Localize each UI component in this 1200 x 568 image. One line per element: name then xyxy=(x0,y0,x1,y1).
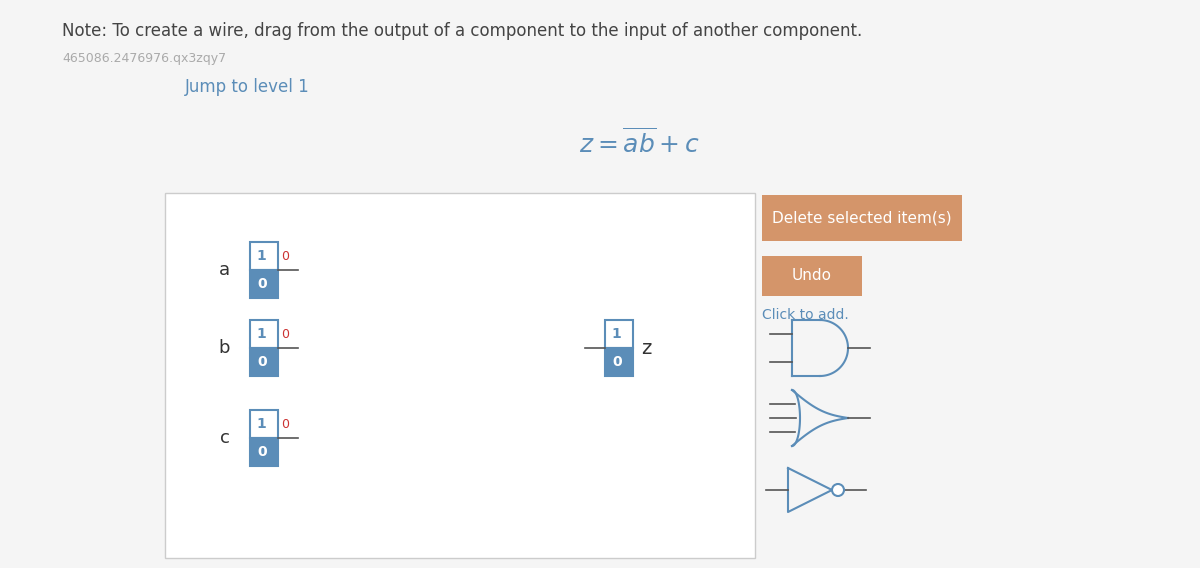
Text: a: a xyxy=(218,261,230,279)
Text: 0: 0 xyxy=(281,328,289,340)
Text: b: b xyxy=(218,339,230,357)
Text: 1: 1 xyxy=(257,249,266,263)
Text: 0: 0 xyxy=(257,445,266,459)
Text: 1: 1 xyxy=(257,417,266,431)
Text: Undo: Undo xyxy=(792,269,832,283)
FancyBboxPatch shape xyxy=(250,348,278,376)
FancyBboxPatch shape xyxy=(250,270,278,298)
Text: Jump to level 1: Jump to level 1 xyxy=(185,78,310,96)
FancyBboxPatch shape xyxy=(166,193,755,558)
FancyBboxPatch shape xyxy=(605,348,634,376)
Text: c: c xyxy=(220,429,230,447)
Text: Note: To create a wire, drag from the output of a component to the input of anot: Note: To create a wire, drag from the ou… xyxy=(62,22,863,40)
FancyBboxPatch shape xyxy=(250,438,278,466)
Text: 0: 0 xyxy=(281,417,289,431)
FancyBboxPatch shape xyxy=(762,256,862,296)
Text: Delete selected item(s): Delete selected item(s) xyxy=(772,211,952,225)
Text: z: z xyxy=(641,339,652,357)
FancyBboxPatch shape xyxy=(762,195,962,241)
Text: Click to add.: Click to add. xyxy=(762,308,848,322)
Text: 0: 0 xyxy=(281,249,289,262)
Text: 0: 0 xyxy=(612,355,622,369)
Text: 0: 0 xyxy=(257,355,266,369)
Circle shape xyxy=(832,484,844,496)
Text: 1: 1 xyxy=(257,327,266,341)
FancyBboxPatch shape xyxy=(250,410,278,438)
FancyBboxPatch shape xyxy=(250,242,278,270)
Text: $z = \overline{ab} + c$: $z = \overline{ab} + c$ xyxy=(580,128,701,158)
FancyBboxPatch shape xyxy=(605,320,634,348)
Text: 0: 0 xyxy=(257,277,266,291)
Text: 465086.2476976.qx3zqy7: 465086.2476976.qx3zqy7 xyxy=(62,52,226,65)
Text: 1: 1 xyxy=(612,327,622,341)
FancyBboxPatch shape xyxy=(250,320,278,348)
